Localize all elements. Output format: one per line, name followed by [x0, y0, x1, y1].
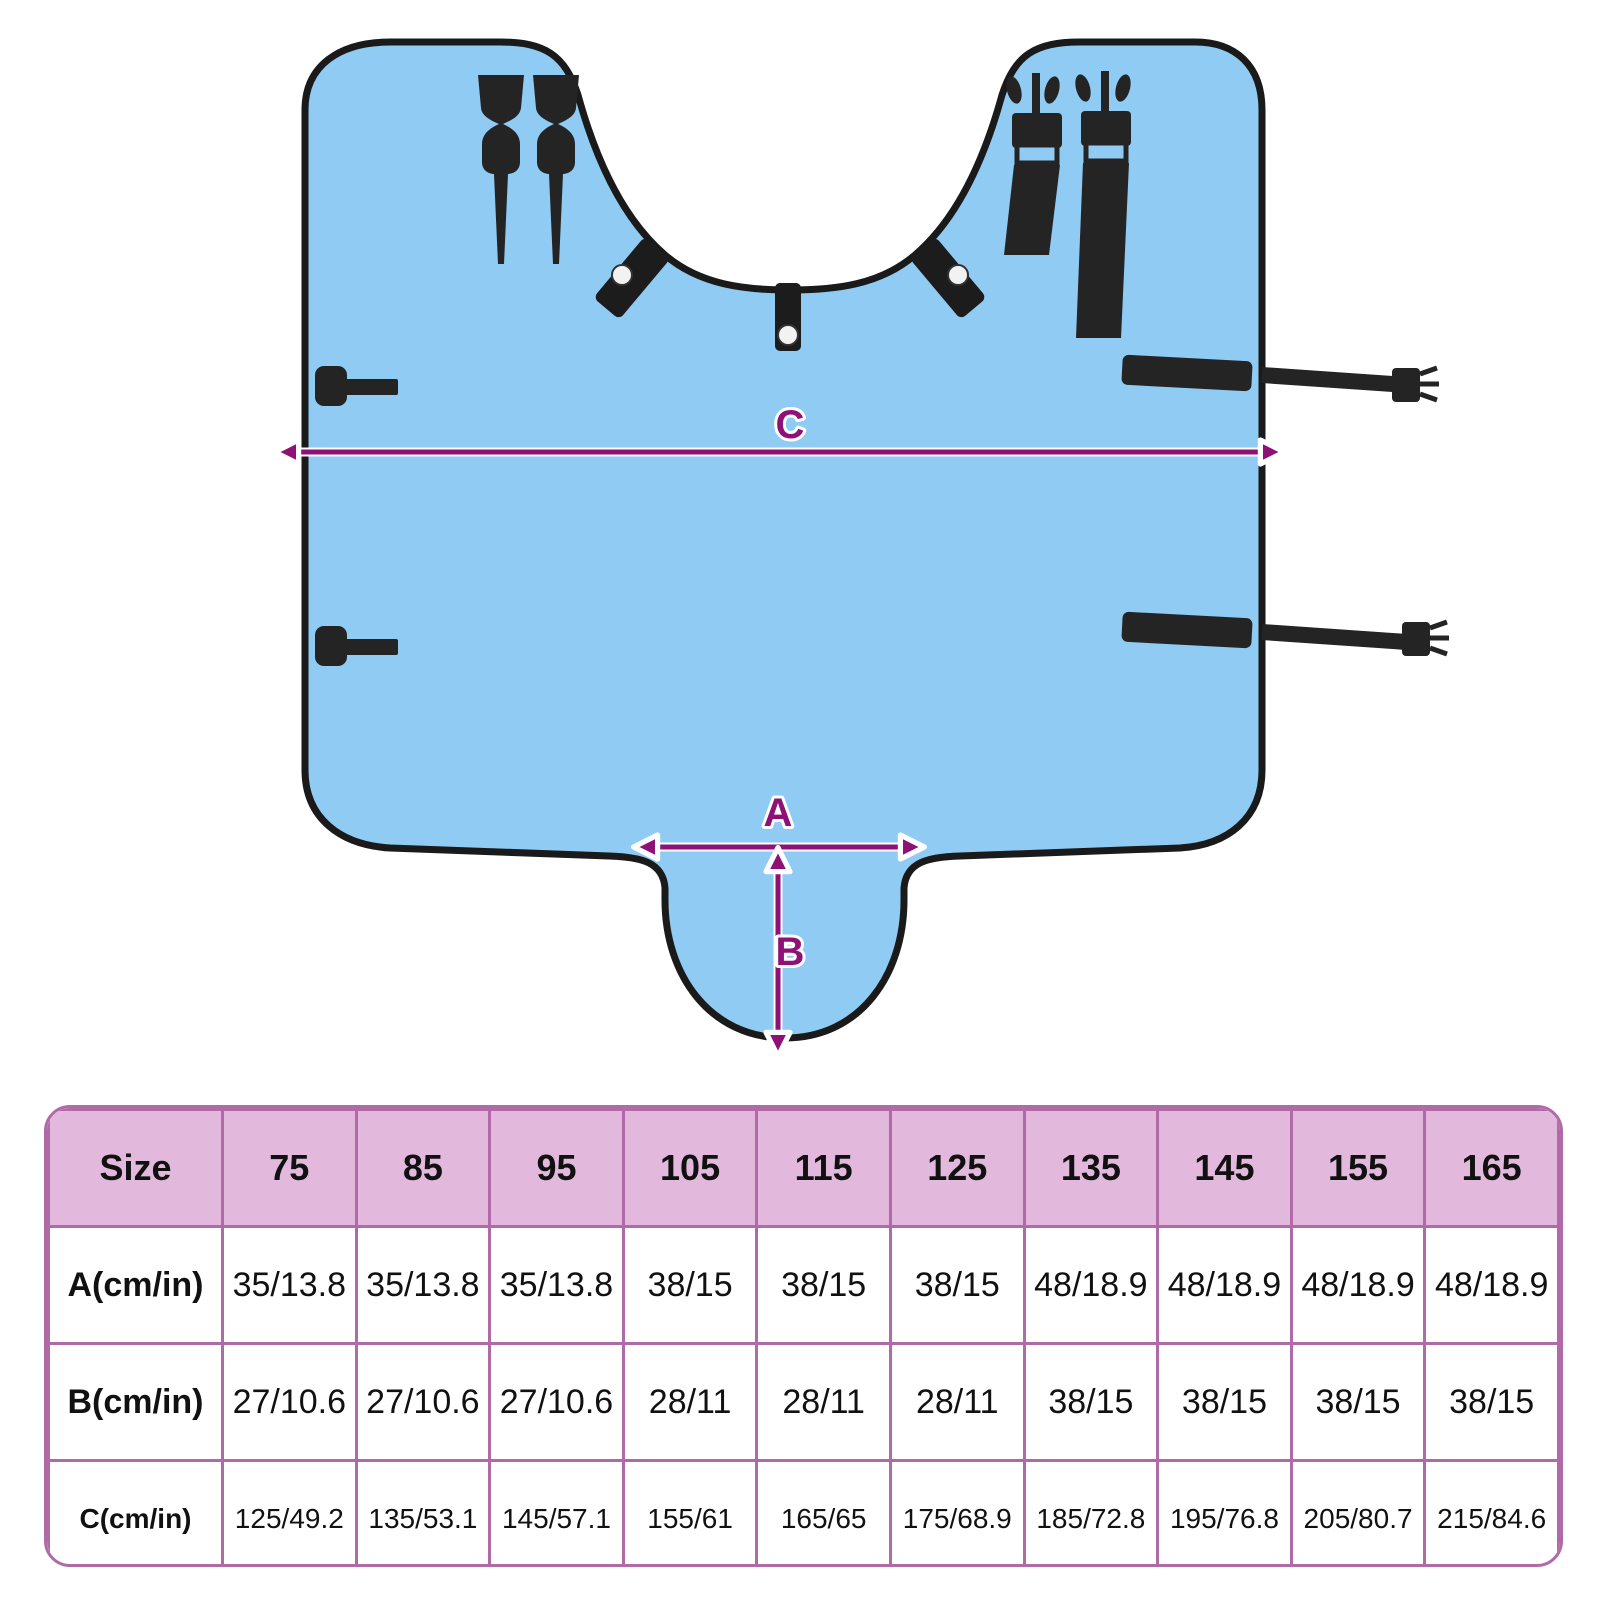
svg-text:A: A	[764, 791, 793, 835]
svg-text:C: C	[776, 403, 805, 447]
svg-text:B: B	[776, 930, 805, 974]
